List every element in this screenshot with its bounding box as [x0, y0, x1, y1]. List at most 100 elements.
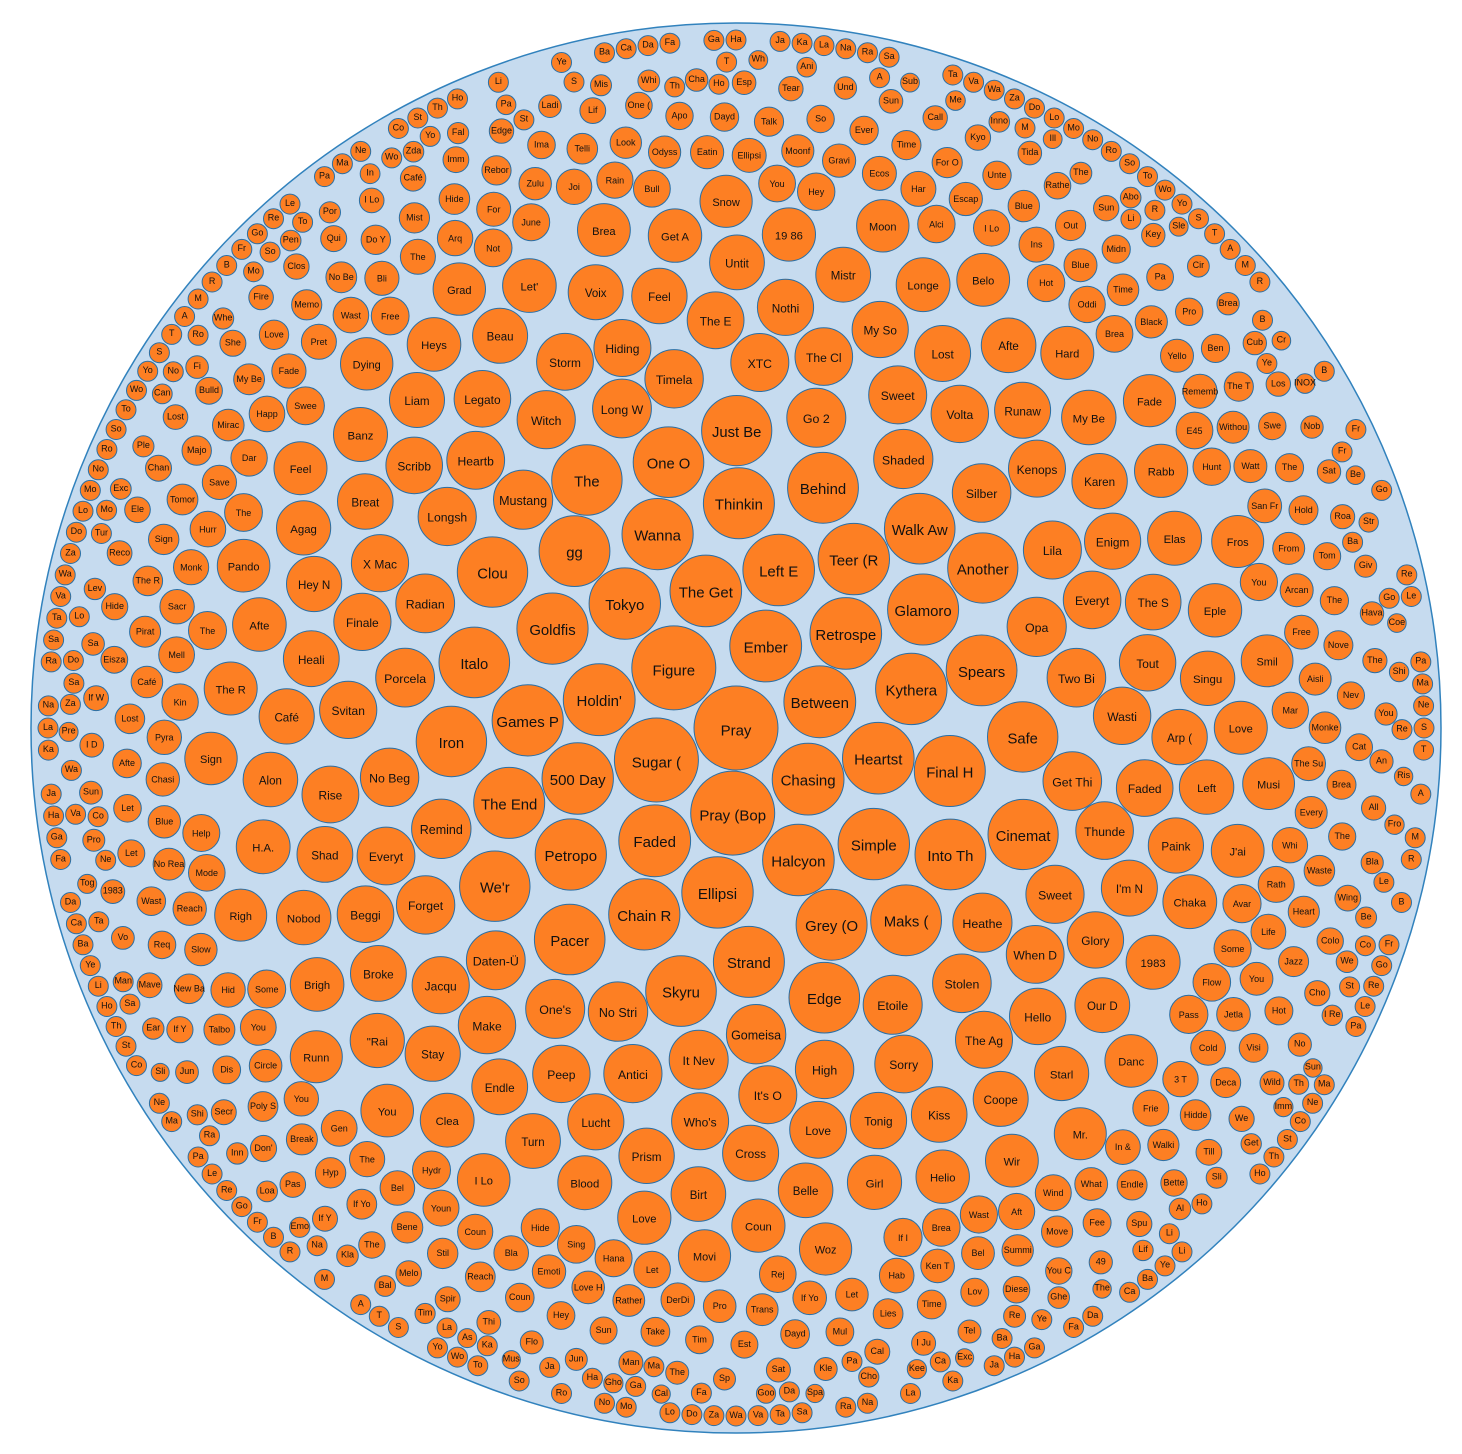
bubble-circle[interactable] — [79, 780, 103, 805]
bubble[interactable]: Girl — [846, 1154, 903, 1211]
bubble[interactable]: Iron — [415, 705, 488, 778]
bubble-circle[interactable] — [780, 1319, 810, 1349]
bubble-circle[interactable] — [276, 889, 332, 946]
bubble[interactable]: Hey — [797, 172, 836, 211]
bubble[interactable]: Wild — [1259, 1070, 1285, 1096]
bubble[interactable]: Hide — [101, 593, 129, 621]
bubble[interactable]: Fi — [185, 355, 209, 379]
bubble-circle[interactable] — [1069, 161, 1093, 185]
bubble-circle[interactable] — [796, 56, 818, 78]
bubble[interactable]: The S — [1124, 573, 1182, 631]
bubble-circle[interactable] — [96, 996, 118, 1017]
bubble[interactable]: Musi — [1242, 757, 1295, 810]
bubble[interactable]: Ye — [1031, 1309, 1053, 1331]
bubble[interactable]: Ta — [46, 607, 68, 629]
bubble[interactable]: The R — [203, 661, 258, 716]
bubble-circle[interactable] — [501, 1350, 521, 1370]
bubble-circle[interactable] — [1147, 510, 1203, 566]
bubble[interactable]: Wast — [332, 296, 370, 334]
bubble[interactable]: Till — [1195, 1138, 1223, 1166]
bubble-circle[interactable] — [621, 497, 694, 571]
bubble[interactable]: Hab — [878, 1257, 915, 1294]
bubble[interactable]: Go — [1371, 955, 1393, 977]
bubble[interactable]: Jazz — [1278, 946, 1310, 978]
bubble-circle[interactable] — [980, 317, 1037, 374]
bubble[interactable]: Holdin' — [562, 663, 636, 737]
bubble-circle[interactable] — [491, 684, 564, 757]
bubble-circle[interactable] — [203, 1013, 236, 1046]
bubble-circle[interactable] — [1168, 216, 1189, 237]
bubble[interactable]: Za — [60, 543, 81, 564]
bubble-circle[interactable] — [920, 1248, 955, 1284]
bubble-circle[interactable] — [633, 1250, 671, 1289]
bubble[interactable]: Hot — [1264, 996, 1294, 1026]
bubble[interactable]: The Ag — [955, 1010, 1013, 1069]
bubble[interactable]: Qui — [320, 225, 348, 253]
bubble-circle[interactable] — [446, 430, 506, 490]
bubble-circle[interactable] — [1279, 573, 1314, 608]
bubble[interactable]: M — [1404, 827, 1426, 849]
bubble-circle[interactable] — [815, 246, 872, 303]
bubble-circle[interactable] — [415, 705, 488, 778]
bubble[interactable]: Waste — [1303, 854, 1336, 887]
bubble-circle[interactable] — [1219, 238, 1241, 260]
bubble-circle[interactable] — [587, 981, 649, 1042]
bubble-circle[interactable] — [145, 454, 172, 482]
bubble[interactable]: Hello — [1008, 987, 1067, 1046]
bubble[interactable]: Pen — [279, 229, 302, 252]
bubble-circle[interactable] — [1404, 827, 1426, 849]
bubble-circle[interactable] — [216, 1180, 238, 1201]
bubble-circle[interactable] — [231, 1196, 253, 1218]
bubble-circle[interactable] — [914, 818, 987, 891]
bubble[interactable]: Some — [1213, 929, 1252, 968]
bubble[interactable]: Skyru — [645, 955, 717, 1027]
bubble-circle[interactable] — [1302, 1092, 1324, 1114]
bubble-circle[interactable] — [988, 111, 1011, 133]
bubble[interactable]: Mo — [243, 261, 264, 283]
bubble-circle[interactable] — [1008, 987, 1067, 1046]
bubble[interactable]: If Y — [312, 1205, 338, 1232]
bubble-circle[interactable] — [563, 71, 585, 93]
bubble-circle[interactable] — [1122, 374, 1177, 428]
bubble[interactable]: Moonf — [781, 134, 815, 168]
bubble-circle[interactable] — [1014, 117, 1036, 139]
bubble-circle[interactable] — [887, 573, 960, 646]
bubble[interactable]: Legato — [453, 370, 512, 428]
bubble[interactable]: R — [201, 271, 223, 293]
bubble[interactable]: Th — [664, 76, 686, 98]
bubble-circle[interactable] — [1008, 439, 1066, 498]
bubble-circle[interactable] — [1047, 1286, 1070, 1309]
bubble-circle[interactable] — [1074, 977, 1131, 1034]
bubble-circle[interactable] — [1413, 739, 1435, 761]
bubble-circle[interactable] — [271, 353, 307, 389]
bubble-circle[interactable] — [263, 1226, 284, 1248]
bubble[interactable]: Por — [318, 201, 341, 224]
bubble[interactable]: Ka — [37, 739, 59, 761]
bubble-circle[interactable] — [669, 554, 743, 628]
bubble[interactable]: Sign — [184, 731, 238, 786]
bubble[interactable]: Fa — [690, 1382, 712, 1404]
bubble-circle[interactable] — [279, 193, 301, 215]
bubble-circle[interactable] — [346, 1188, 378, 1220]
bubble-circle[interactable] — [161, 323, 183, 345]
bubble-circle[interactable] — [283, 253, 310, 280]
bubble[interactable]: Pa — [495, 94, 517, 116]
bubble-circle[interactable] — [1093, 195, 1120, 222]
bubble-circle[interactable] — [1345, 733, 1373, 762]
bubble-circle[interactable] — [972, 1070, 1029, 1127]
bubble-circle[interactable] — [83, 577, 107, 601]
bubble[interactable]: Fa — [50, 849, 72, 870]
bubble-circle[interactable] — [957, 1319, 982, 1344]
bubble[interactable]: Pass — [1169, 994, 1209, 1035]
bubble-circle[interactable] — [258, 319, 290, 350]
bubble-circle[interactable] — [411, 798, 472, 859]
bubble-circle[interactable] — [492, 469, 554, 530]
bubble[interactable]: T — [716, 51, 738, 73]
bubble-circle[interactable] — [945, 90, 966, 111]
bubble-circle[interactable] — [512, 203, 551, 242]
bubble[interactable]: Ne — [350, 140, 372, 162]
bubble-circle[interactable] — [878, 46, 900, 68]
bubble[interactable]: Imm — [442, 146, 470, 174]
bubble[interactable]: St — [1339, 976, 1361, 998]
bubble-circle[interactable] — [659, 1402, 681, 1424]
